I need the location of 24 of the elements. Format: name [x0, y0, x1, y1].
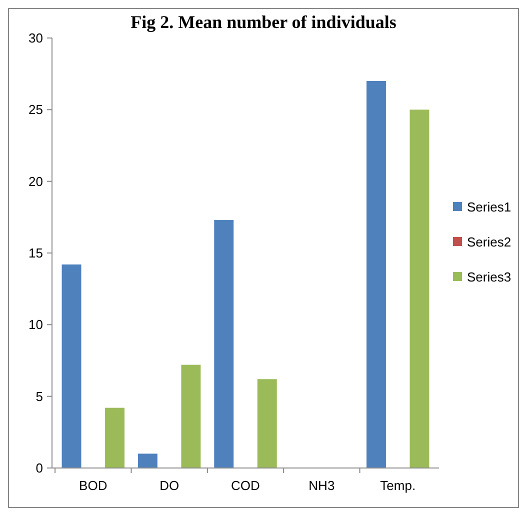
legend-label: Series3: [467, 270, 512, 285]
bar: [366, 81, 386, 468]
x-tick-label: BOD: [79, 478, 108, 493]
x-tick-label: COD: [231, 478, 260, 493]
y-tick-label: 25: [28, 102, 43, 118]
bar: [181, 364, 201, 468]
y-tick-label: 10: [28, 317, 43, 332]
bar: [105, 408, 124, 468]
chart-title: Fig 2. Mean number of individuals: [130, 12, 396, 32]
y-tick-label: 20: [28, 174, 43, 189]
bar: [410, 110, 430, 468]
bar: [214, 220, 234, 468]
y-tick-label: 5: [36, 388, 43, 404]
bar: [138, 454, 158, 468]
x-tick-label: NH3: [308, 478, 335, 493]
bar: [62, 264, 82, 468]
x-tick-label: Temp.: [380, 478, 416, 493]
y-tick-label: 15: [28, 246, 43, 261]
legend-label: Series1: [467, 200, 512, 215]
legend-label: Series2: [467, 234, 512, 250]
bar: [257, 379, 277, 468]
y-tick-label: 30: [28, 30, 43, 46]
y-tick-label: 0: [36, 460, 43, 476]
x-tick-label: DO: [160, 478, 180, 493]
